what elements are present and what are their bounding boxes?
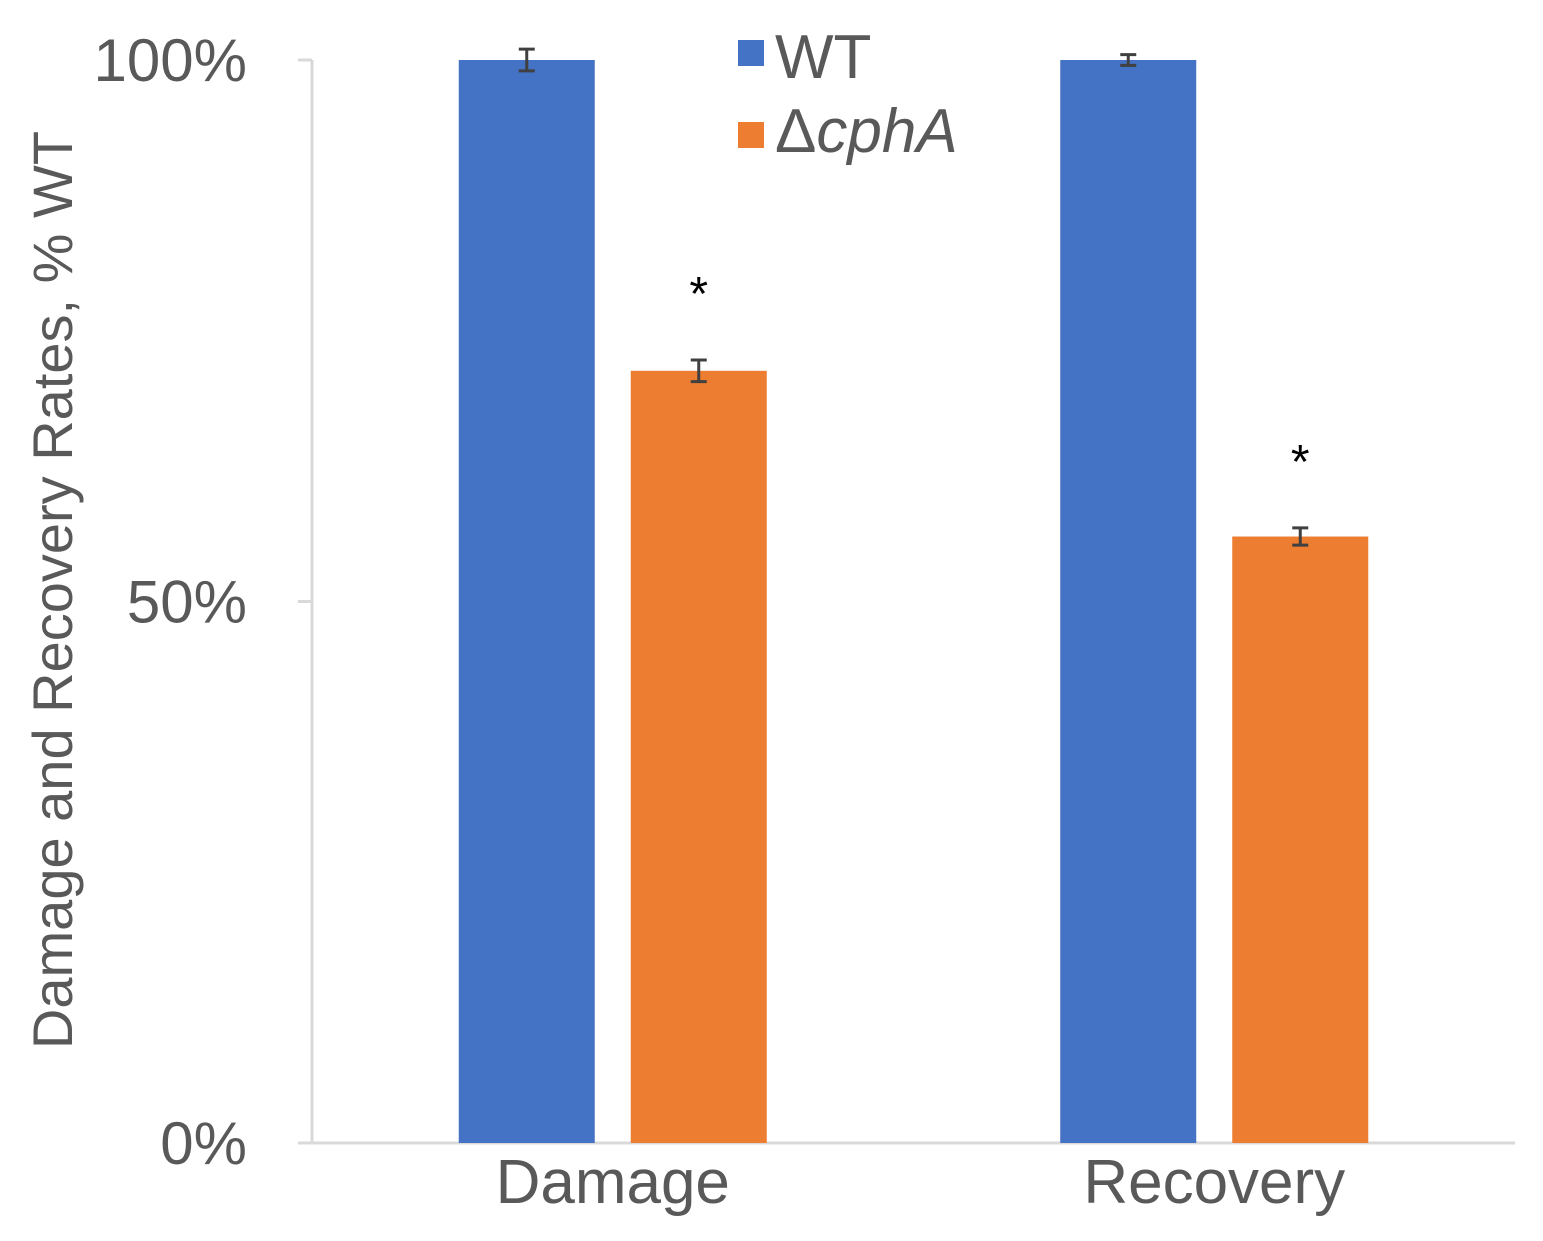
y-tick-label: 50% (127, 569, 247, 636)
legend-label-cpha-italic: cphA (816, 97, 957, 166)
legend: WT ΔcphA (738, 23, 958, 166)
x-category-label: Damage (496, 1148, 730, 1217)
significance-markers: ** (689, 268, 1309, 489)
legend-label-cpha-prefix: Δ (775, 97, 816, 166)
y-ticks: 0% 50% 100% (94, 27, 312, 1177)
y-tick-label: 0% (160, 1110, 247, 1177)
bar-wt-damage (458, 60, 595, 1143)
y-axis-title: Damage and Recovery Rates, % WT (21, 131, 84, 1049)
error-bars (518, 47, 1309, 547)
significance-star: * (689, 268, 708, 321)
legend-label-wt: WT (775, 23, 871, 92)
x-category-label: Recovery (1083, 1148, 1345, 1217)
legend-label-cpha: ΔcphA (775, 97, 958, 166)
bar-cpha-recovery (1232, 536, 1369, 1143)
x-category-labels: Damage Recovery (496, 1148, 1346, 1217)
bars (458, 60, 1369, 1143)
bar-cpha-damage (630, 370, 767, 1143)
legend-swatch-cpha (738, 122, 764, 148)
significance-star: * (1291, 436, 1310, 489)
bar-wt-recovery (1060, 60, 1197, 1143)
y-tick-label: 100% (94, 27, 247, 94)
legend-swatch-wt (738, 40, 764, 66)
